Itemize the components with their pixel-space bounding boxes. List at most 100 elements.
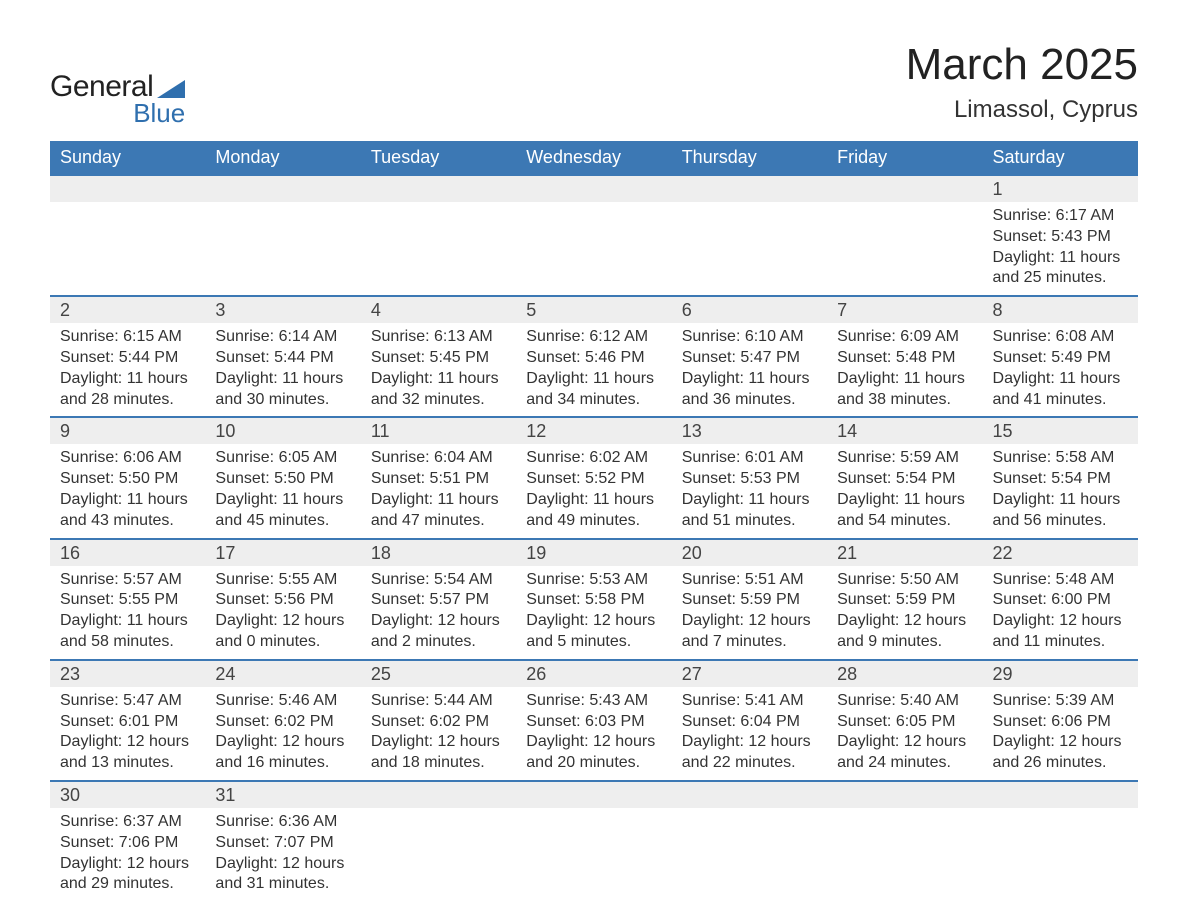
day-detail-row: Sunrise: 5:57 AMSunset: 5:55 PMDaylight:… xyxy=(50,566,1138,660)
day-number: 11 xyxy=(361,417,516,444)
d1-text: Daylight: 11 hours xyxy=(60,369,195,390)
d1-text: Daylight: 12 hours xyxy=(837,611,972,632)
day-number: 7 xyxy=(827,296,982,323)
sunrise-text: Sunrise: 5:54 AM xyxy=(371,570,506,591)
d2-text: and 41 minutes. xyxy=(993,390,1128,411)
day-detail-cell xyxy=(361,808,516,901)
sunrise-text: Sunrise: 5:58 AM xyxy=(993,448,1128,469)
day-number-row: 3031 xyxy=(50,781,1138,808)
day-detail-cell xyxy=(672,808,827,901)
sunset-text: Sunset: 7:06 PM xyxy=(60,833,195,854)
header: General Blue March 2025 Limassol, Cyprus xyxy=(50,40,1138,129)
day-number: 22 xyxy=(983,539,1138,566)
weekday-header: Sunday xyxy=(50,141,205,175)
d2-text: and 11 minutes. xyxy=(993,632,1128,653)
day-number xyxy=(205,175,360,202)
d2-text: and 31 minutes. xyxy=(215,874,350,895)
d1-text: Daylight: 12 hours xyxy=(682,732,817,753)
day-number xyxy=(827,175,982,202)
d2-text: and 20 minutes. xyxy=(526,753,661,774)
d2-text: and 25 minutes. xyxy=(993,268,1128,289)
day-detail-cell xyxy=(827,808,982,901)
sunrise-text: Sunrise: 5:39 AM xyxy=(993,691,1128,712)
d1-text: Daylight: 11 hours xyxy=(371,490,506,511)
day-number: 3 xyxy=(205,296,360,323)
day-detail-cell: Sunrise: 5:51 AMSunset: 5:59 PMDaylight:… xyxy=(672,566,827,660)
logo-triangle-icon xyxy=(157,80,185,98)
d1-text: Daylight: 12 hours xyxy=(371,611,506,632)
d1-text: Daylight: 11 hours xyxy=(526,369,661,390)
weekday-header: Wednesday xyxy=(516,141,671,175)
sunrise-text: Sunrise: 6:14 AM xyxy=(215,327,350,348)
d2-text: and 16 minutes. xyxy=(215,753,350,774)
d2-text: and 43 minutes. xyxy=(60,511,195,532)
sunrise-text: Sunrise: 6:09 AM xyxy=(837,327,972,348)
d2-text: and 22 minutes. xyxy=(682,753,817,774)
sunset-text: Sunset: 5:54 PM xyxy=(993,469,1128,490)
sunset-text: Sunset: 5:54 PM xyxy=(837,469,972,490)
day-detail-cell xyxy=(361,202,516,296)
sunrise-text: Sunrise: 6:13 AM xyxy=(371,327,506,348)
weekday-header: Monday xyxy=(205,141,360,175)
day-number: 6 xyxy=(672,296,827,323)
sunrise-text: Sunrise: 6:37 AM xyxy=(60,812,195,833)
d1-text: Daylight: 11 hours xyxy=(993,369,1128,390)
sunrise-text: Sunrise: 6:05 AM xyxy=(215,448,350,469)
day-detail-cell: Sunrise: 5:50 AMSunset: 5:59 PMDaylight:… xyxy=(827,566,982,660)
sunrise-text: Sunrise: 6:01 AM xyxy=(682,448,817,469)
d1-text: Daylight: 12 hours xyxy=(60,732,195,753)
sunset-text: Sunset: 7:07 PM xyxy=(215,833,350,854)
d1-text: Daylight: 11 hours xyxy=(60,490,195,511)
weekday-header-row: Sunday Monday Tuesday Wednesday Thursday… xyxy=(50,141,1138,175)
sunset-text: Sunset: 6:06 PM xyxy=(993,712,1128,733)
day-number: 19 xyxy=(516,539,671,566)
day-detail-cell: Sunrise: 5:40 AMSunset: 6:05 PMDaylight:… xyxy=(827,687,982,781)
day-detail-row: Sunrise: 6:17 AMSunset: 5:43 PMDaylight:… xyxy=(50,202,1138,296)
weekday-header: Thursday xyxy=(672,141,827,175)
sunset-text: Sunset: 6:02 PM xyxy=(371,712,506,733)
day-detail-cell: Sunrise: 5:57 AMSunset: 5:55 PMDaylight:… xyxy=(50,566,205,660)
day-number: 4 xyxy=(361,296,516,323)
day-detail-cell: Sunrise: 6:06 AMSunset: 5:50 PMDaylight:… xyxy=(50,444,205,538)
weekday-header: Friday xyxy=(827,141,982,175)
day-number: 15 xyxy=(983,417,1138,444)
sunset-text: Sunset: 5:46 PM xyxy=(526,348,661,369)
sunset-text: Sunset: 6:02 PM xyxy=(215,712,350,733)
sunset-text: Sunset: 6:04 PM xyxy=(682,712,817,733)
d1-text: Daylight: 11 hours xyxy=(682,490,817,511)
day-number: 24 xyxy=(205,660,360,687)
sunrise-text: Sunrise: 5:57 AM xyxy=(60,570,195,591)
sunset-text: Sunset: 5:50 PM xyxy=(215,469,350,490)
d1-text: Daylight: 12 hours xyxy=(215,732,350,753)
sunrise-text: Sunrise: 6:04 AM xyxy=(371,448,506,469)
d2-text: and 56 minutes. xyxy=(993,511,1128,532)
logo-text-blue: Blue xyxy=(106,98,185,129)
sunrise-text: Sunrise: 5:44 AM xyxy=(371,691,506,712)
sunrise-text: Sunrise: 6:36 AM xyxy=(215,812,350,833)
day-number xyxy=(361,781,516,808)
day-number: 10 xyxy=(205,417,360,444)
day-number: 13 xyxy=(672,417,827,444)
sunrise-text: Sunrise: 6:15 AM xyxy=(60,327,195,348)
sunrise-text: Sunrise: 5:46 AM xyxy=(215,691,350,712)
day-number: 23 xyxy=(50,660,205,687)
day-detail-cell: Sunrise: 6:08 AMSunset: 5:49 PMDaylight:… xyxy=(983,323,1138,417)
day-number xyxy=(516,781,671,808)
day-number-row: 16171819202122 xyxy=(50,539,1138,566)
sunset-text: Sunset: 5:48 PM xyxy=(837,348,972,369)
day-detail-row: Sunrise: 6:06 AMSunset: 5:50 PMDaylight:… xyxy=(50,444,1138,538)
day-number: 20 xyxy=(672,539,827,566)
sunrise-text: Sunrise: 5:59 AM xyxy=(837,448,972,469)
d2-text: and 36 minutes. xyxy=(682,390,817,411)
day-detail-cell: Sunrise: 6:37 AMSunset: 7:06 PMDaylight:… xyxy=(50,808,205,901)
day-number: 16 xyxy=(50,539,205,566)
day-detail-cell: Sunrise: 5:54 AMSunset: 5:57 PMDaylight:… xyxy=(361,566,516,660)
d1-text: Daylight: 11 hours xyxy=(371,369,506,390)
d2-text: and 29 minutes. xyxy=(60,874,195,895)
sunset-text: Sunset: 5:51 PM xyxy=(371,469,506,490)
d2-text: and 32 minutes. xyxy=(371,390,506,411)
sunset-text: Sunset: 5:43 PM xyxy=(993,227,1128,248)
day-detail-cell: Sunrise: 5:46 AMSunset: 6:02 PMDaylight:… xyxy=(205,687,360,781)
day-detail-cell: Sunrise: 5:58 AMSunset: 5:54 PMDaylight:… xyxy=(983,444,1138,538)
sunset-text: Sunset: 5:56 PM xyxy=(215,590,350,611)
